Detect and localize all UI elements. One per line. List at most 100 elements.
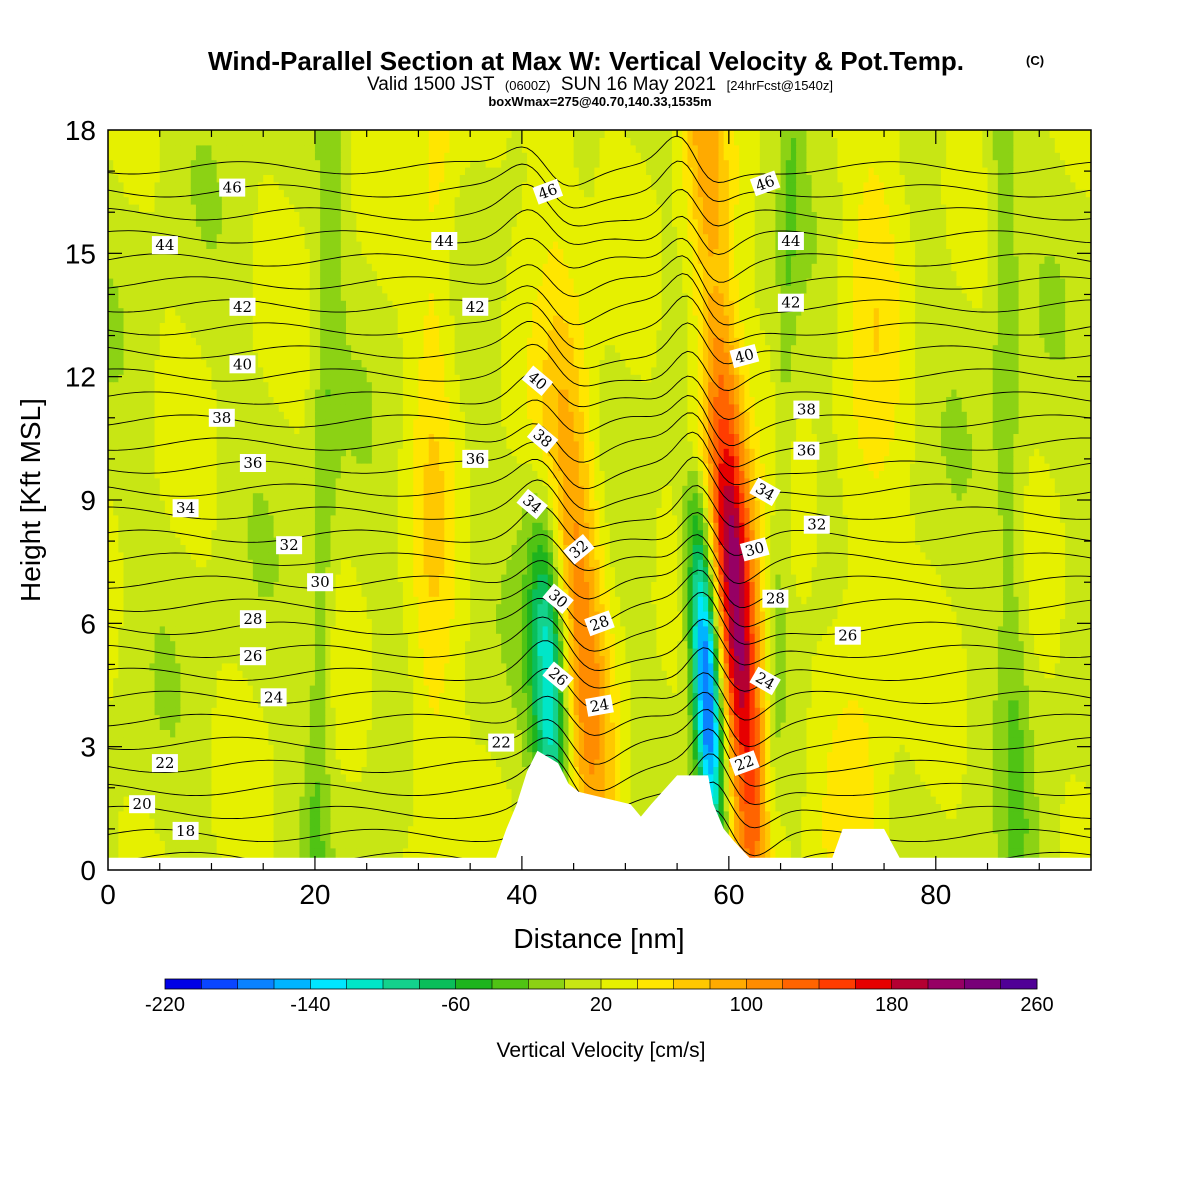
velocity-cell bbox=[630, 781, 637, 790]
velocity-cell bbox=[1075, 759, 1082, 767]
velocity-cell bbox=[935, 840, 942, 849]
velocity-cell bbox=[1013, 810, 1020, 819]
velocity-cell bbox=[656, 699, 663, 708]
velocity-cell bbox=[439, 744, 445, 753]
velocity-cell bbox=[982, 847, 989, 856]
velocity-cell bbox=[1065, 677, 1071, 686]
velocity-cell bbox=[1034, 692, 1040, 701]
velocity-cell bbox=[775, 781, 782, 790]
velocity-cell bbox=[475, 692, 482, 701]
velocity-cell bbox=[320, 751, 326, 760]
velocity-cell bbox=[475, 707, 482, 716]
velocity-cell bbox=[195, 766, 202, 775]
velocity-cell bbox=[263, 840, 269, 849]
velocity-cell bbox=[599, 781, 606, 790]
velocity-cell bbox=[884, 729, 890, 738]
velocity-cell bbox=[366, 699, 373, 708]
velocity-cell bbox=[765, 825, 771, 834]
velocity-cell bbox=[940, 825, 947, 834]
velocity-cell bbox=[258, 803, 264, 812]
velocity-cell bbox=[283, 685, 290, 693]
velocity-cell bbox=[1028, 788, 1035, 797]
velocity-cell bbox=[640, 722, 647, 730]
velocity-cell bbox=[858, 788, 864, 797]
velocity-cell bbox=[108, 714, 114, 723]
velocity-cell bbox=[340, 699, 347, 708]
velocity-cell bbox=[413, 840, 420, 849]
velocity-cell bbox=[118, 699, 125, 708]
velocity-cell bbox=[309, 796, 316, 804]
velocity-cell bbox=[666, 685, 673, 693]
velocity-cell bbox=[397, 818, 404, 827]
velocity-cell bbox=[997, 729, 1004, 738]
velocity-cell bbox=[496, 699, 502, 708]
velocity-cell bbox=[428, 803, 435, 812]
velocity-cell bbox=[946, 781, 952, 790]
velocity-cell bbox=[180, 766, 187, 775]
velocity-cell bbox=[604, 729, 611, 738]
velocity-cell bbox=[894, 825, 901, 834]
velocity-cell bbox=[449, 847, 456, 856]
velocity-cell bbox=[858, 677, 864, 686]
velocity-cell bbox=[1018, 840, 1025, 849]
velocity-cell bbox=[537, 714, 544, 723]
velocity-cell bbox=[1044, 818, 1051, 827]
velocity-cell bbox=[144, 810, 150, 819]
velocity-cell bbox=[433, 803, 440, 812]
velocity-cell bbox=[314, 685, 321, 693]
velocity-cell bbox=[377, 766, 383, 775]
velocity-cell bbox=[790, 692, 797, 701]
velocity-cell bbox=[966, 707, 973, 716]
velocity-cell bbox=[294, 744, 301, 753]
velocity-cell bbox=[868, 781, 875, 790]
velocity-cell bbox=[470, 729, 476, 738]
velocity-cell bbox=[190, 685, 197, 693]
velocity-cell bbox=[997, 692, 1004, 701]
velocity-cell bbox=[444, 818, 451, 827]
velocity-cell bbox=[195, 722, 202, 730]
velocity-cell bbox=[765, 833, 771, 841]
velocity-cell bbox=[847, 722, 854, 730]
velocity-cell bbox=[666, 744, 673, 753]
velocity-cell bbox=[382, 692, 388, 701]
velocity-cell bbox=[656, 751, 663, 760]
velocity-cell bbox=[496, 685, 502, 693]
velocity-cell bbox=[620, 729, 626, 738]
velocity-cell bbox=[692, 736, 699, 745]
velocity-cell bbox=[392, 729, 399, 738]
velocity-cell bbox=[630, 744, 637, 753]
velocity-cell bbox=[785, 840, 792, 849]
velocity-cell bbox=[237, 833, 244, 841]
velocity-cell bbox=[982, 796, 989, 804]
velocity-cell bbox=[547, 744, 554, 753]
velocity-cell bbox=[480, 781, 487, 790]
velocity-cell bbox=[397, 677, 404, 686]
velocity-cell bbox=[226, 714, 233, 723]
velocity-cell bbox=[175, 699, 182, 708]
velocity-cell bbox=[961, 707, 968, 716]
velocity-cell bbox=[697, 677, 704, 686]
velocity-cell bbox=[242, 759, 249, 767]
velocity-cell bbox=[221, 847, 228, 856]
velocity-cell bbox=[299, 729, 306, 738]
velocity-cell bbox=[961, 833, 968, 841]
velocity-cell bbox=[366, 818, 373, 827]
velocity-cell bbox=[444, 781, 451, 790]
velocity-cell bbox=[1044, 692, 1051, 701]
velocity-cell bbox=[480, 796, 487, 804]
velocity-cell bbox=[273, 751, 280, 760]
velocity-cell bbox=[1080, 729, 1087, 738]
velocity-cell bbox=[827, 825, 833, 834]
velocity-cell bbox=[739, 818, 745, 827]
velocity-cell bbox=[340, 692, 347, 701]
velocity-cell bbox=[734, 714, 740, 723]
velocity-cell bbox=[1059, 729, 1066, 738]
velocity-cell bbox=[330, 685, 337, 693]
velocity-cell bbox=[1044, 744, 1051, 753]
velocity-cell bbox=[351, 840, 357, 849]
velocity-cell bbox=[475, 729, 482, 738]
velocity-cell bbox=[568, 685, 575, 693]
velocity-cell bbox=[1049, 810, 1056, 819]
velocity-cell bbox=[656, 677, 663, 686]
velocity-cell bbox=[211, 847, 218, 856]
